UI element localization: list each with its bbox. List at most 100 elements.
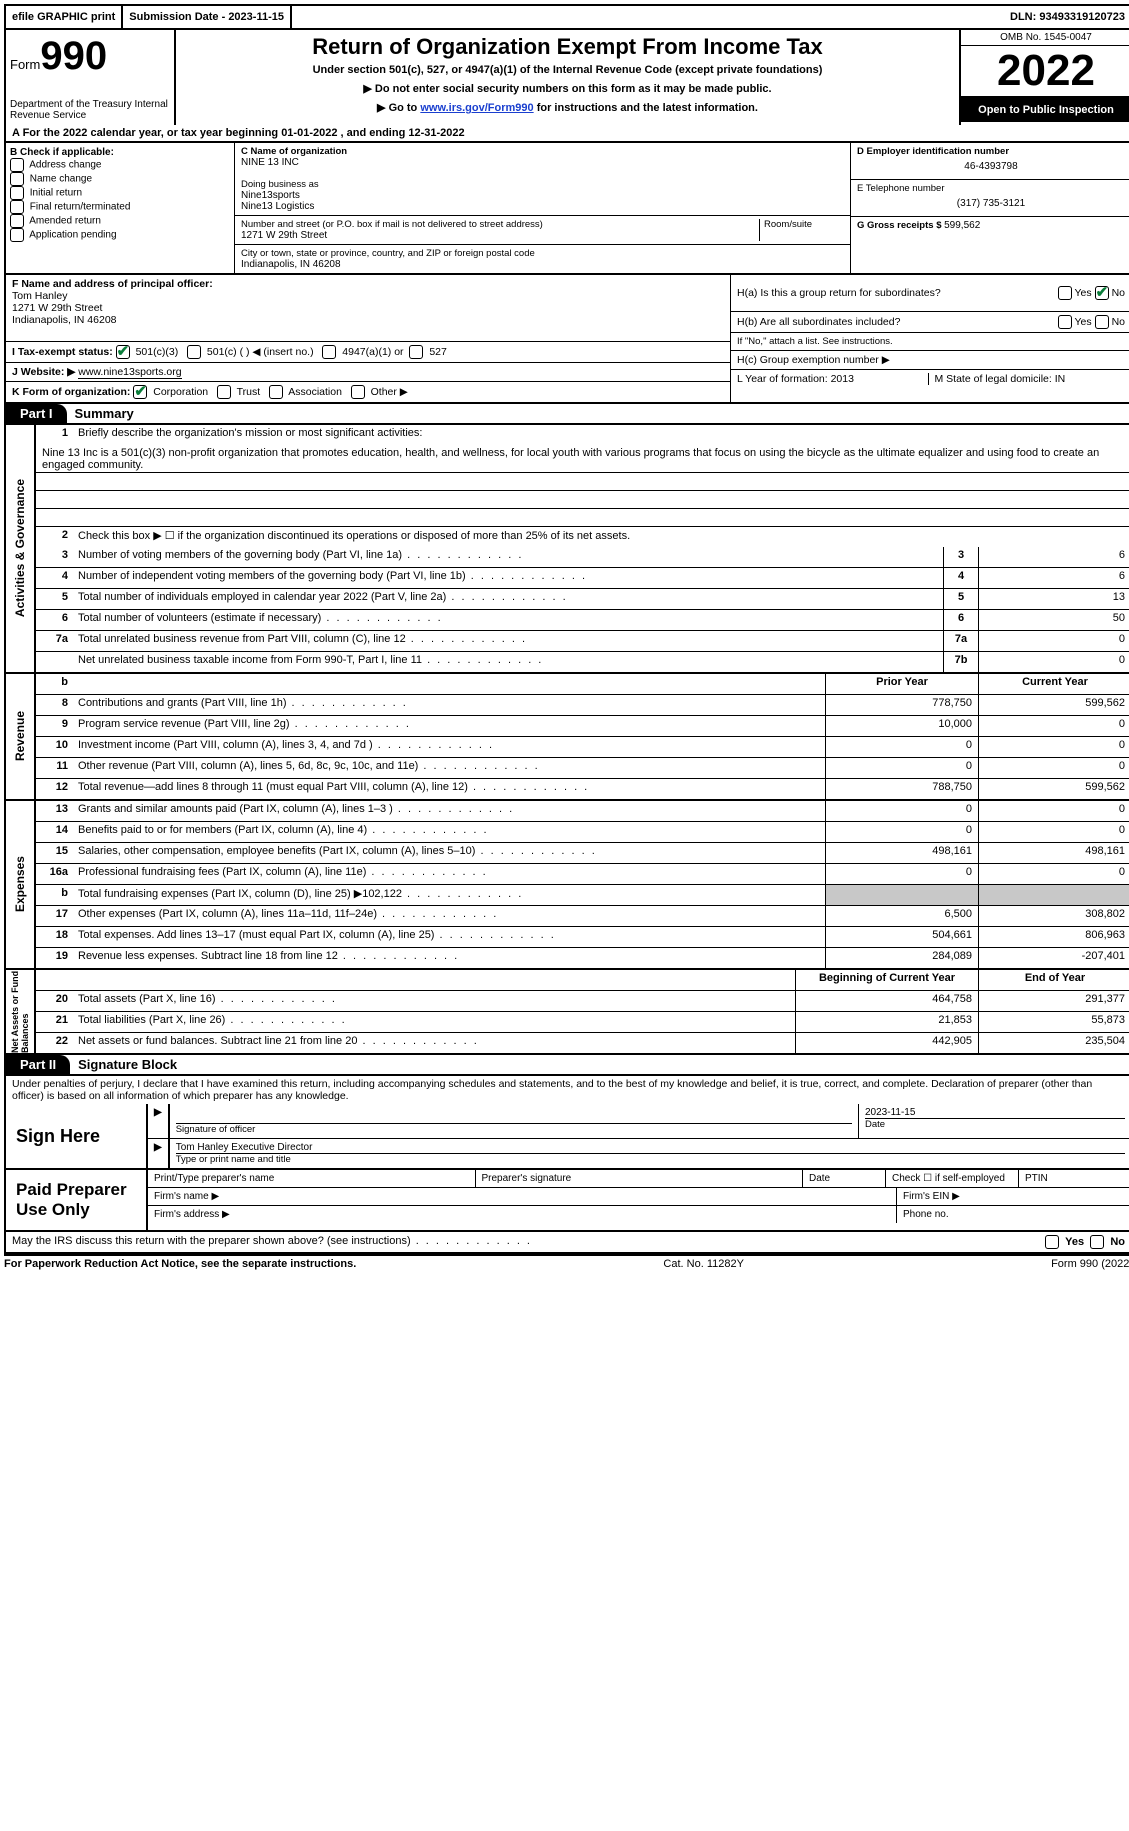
subtitle-2: ▶ Do not enter social security numbers o… [180,82,955,95]
irs-no[interactable] [1090,1235,1104,1249]
ha-yes[interactable] [1058,286,1072,300]
state-domicile: M State of legal domicile: IN [929,373,1126,385]
tax-status-label: I Tax-exempt status: [12,346,113,358]
omb-number: OMB No. 1545-0047 [961,30,1129,46]
line2-check: Check this box ▶ ☐ if the organization d… [74,527,1129,547]
officer-printed: Tom Hanley Executive Director [176,1142,1125,1154]
efile-print[interactable]: efile GRAPHIC print [6,6,123,28]
hb-no[interactable] [1095,315,1109,329]
part1-header: Part I [6,404,67,423]
paid-preparer-section: Paid Preparer Use Only Print/Type prepar… [4,1170,1129,1232]
section-bcd: B Check if applicable: Address change Na… [4,143,1129,275]
b-check[interactable] [10,172,24,186]
k-check[interactable] [269,385,283,399]
dept-treasury: Department of the Treasury Internal Reve… [10,99,170,121]
year-formation: L Year of formation: 2013 [737,373,929,385]
subtitle-1: Under section 501(c), 527, or 4947(a)(1)… [180,64,955,76]
side-net: Net Assets or Fund Balances [10,970,30,1053]
mission-label: Briefly describe the organization's miss… [74,425,1129,445]
officer-addr1: 1271 W 29th Street [12,302,724,314]
col-prior: Prior Year [825,674,978,694]
hc-label: H(c) Group exemption number ▶ [731,351,1129,370]
mission-text: Nine 13 Inc is a 501(c)(3) non-profit or… [36,445,1129,473]
opt-501c3: 501(c)(3) [136,346,179,358]
date-label: Date [865,1118,1125,1130]
exp-table: Expenses 13Grants and similar amounts pa… [4,801,1129,970]
col-begin: Beginning of Current Year [795,970,978,990]
sig-date: 2023-11-15 [865,1107,1125,1118]
top-bar: efile GRAPHIC print Submission Date - 20… [4,4,1129,30]
prep-name: Print/Type preparer's name [148,1170,476,1187]
firm-ein: Firm's EIN ▶ [897,1188,1129,1205]
footer-left: For Paperwork Reduction Act Notice, see … [4,1258,356,1270]
box-b-item: Final return/terminated [10,200,230,214]
officer-name: Tom Hanley [12,290,724,302]
irs-yes[interactable] [1045,1235,1059,1249]
501c-checkbox[interactable] [187,345,201,359]
no-label: No [1110,1236,1125,1248]
k-check[interactable] [217,385,231,399]
firm-addr: Firm's address ▶ [148,1206,897,1223]
ein-value: 46-4393798 [857,157,1125,176]
b-check[interactable] [10,228,24,242]
form-title: Return of Organization Exempt From Incom… [180,34,955,60]
b-check[interactable] [10,214,24,228]
501c3-checkbox[interactable] [116,345,130,359]
hb-note: If "No," attach a list. See instructions… [731,333,1129,351]
opt-501c: 501(c) ( ) ◀ (insert no.) [207,346,314,358]
form-header: Form990 Department of the Treasury Inter… [4,30,1129,125]
b-check[interactable] [10,158,24,172]
phone-value: (317) 735-3121 [857,194,1125,213]
may-irs-row: May the IRS discuss this return with the… [4,1232,1129,1254]
form-org-label: K Form of organization: [12,386,130,398]
box-b-item: Initial return [10,186,230,200]
firm-phone: Phone no. [897,1206,1129,1223]
goto-post: for instructions and the latest informat… [534,102,758,114]
officer-label: F Name and address of principal officer: [12,278,724,290]
rev-table: Revenue b Prior Year Current Year 8Contr… [4,674,1129,801]
b-check[interactable] [10,186,24,200]
ha-no[interactable] [1095,286,1109,300]
gov-table: Activities & Governance 1 Briefly descri… [4,425,1129,674]
hb-yes[interactable] [1058,315,1072,329]
city-label: City or town, state or province, country… [241,248,844,259]
part2-header: Part II [6,1055,70,1074]
may-irs-text: May the IRS discuss this return with the… [12,1235,1045,1249]
part2-bar: Part II Signature Block [4,1055,1129,1076]
type-name-label: Type or print name and title [176,1154,1125,1165]
paid-label: Paid Preparer Use Only [6,1170,148,1230]
hb-label: H(b) Are all subordinates included? [737,316,1058,328]
col-end: End of Year [978,970,1129,990]
website-value[interactable]: www.nine13sports.org [78,366,181,379]
prep-sig: Preparer's signature [476,1170,804,1187]
sign-here-label: Sign Here [6,1104,148,1168]
ptin: PTIN [1019,1170,1129,1187]
footer-center: Cat. No. 11282Y [663,1258,744,1270]
side-exp: Expenses [13,856,27,912]
website-label: J Website: ▶ [12,366,78,378]
city-value: Indianapolis, IN 46208 [241,259,844,270]
part1-title: Summary [67,406,134,421]
dba-label: Doing business as [241,179,844,190]
firm-name: Firm's name ▶ [148,1188,897,1205]
527-checkbox[interactable] [409,345,423,359]
k-check[interactable] [133,385,147,399]
4947-checkbox[interactable] [322,345,336,359]
org-name-label: C Name of organization [241,146,844,157]
gross-label: G Gross receipts $ [857,220,944,231]
side-rev: Revenue [13,711,27,761]
form-word: Form [10,57,40,72]
irs-link[interactable]: www.irs.gov/Form990 [420,102,533,114]
form-number: 990 [40,34,107,78]
b-check[interactable] [10,200,24,214]
side-gov: Activities & Governance [13,479,27,617]
row-a-period: A For the 2022 calendar year, or tax yea… [4,125,1129,143]
goto-pre: ▶ Go to [377,102,420,114]
officer-addr2: Indianapolis, IN 46208 [12,314,724,326]
dba-value: Nine13sports Nine13 Logistics [241,190,844,212]
section-fhijk: F Name and address of principal officer:… [4,275,1129,404]
yes-label: Yes [1065,1236,1084,1248]
box-b-item: Application pending [10,228,230,242]
k-check[interactable] [351,385,365,399]
sign-here-section: Sign Here ▶ Signature of officer 2023-11… [4,1104,1129,1170]
